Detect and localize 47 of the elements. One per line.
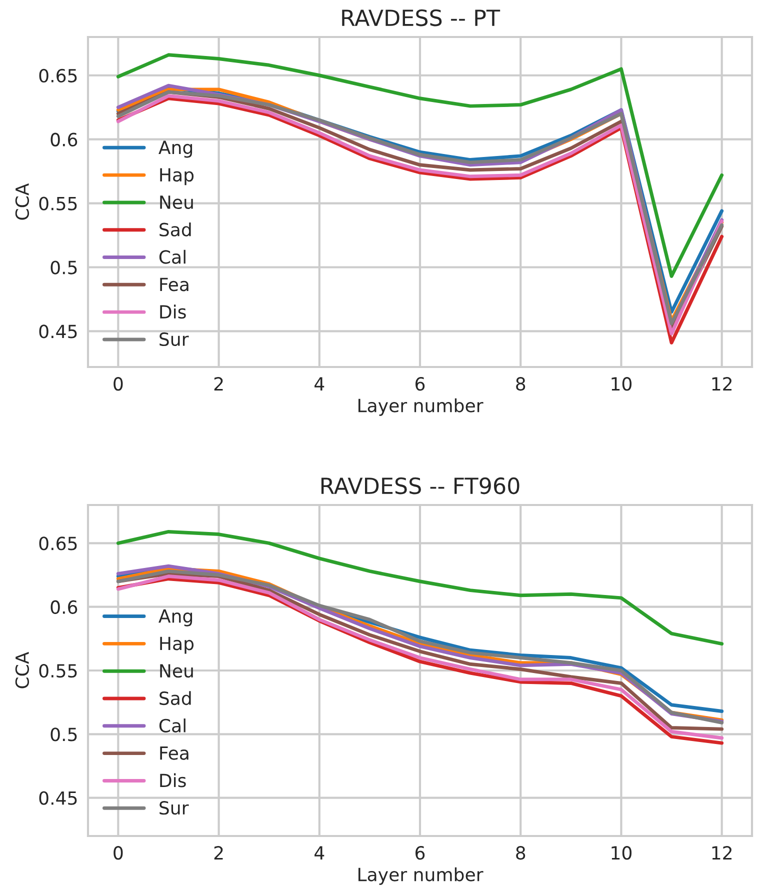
legend-label: Sur (160, 332, 189, 346)
y-tick-label: 0.55 (39, 196, 77, 210)
x-tick-label: 2 (214, 846, 223, 860)
y-tick-label: 0.55 (39, 664, 77, 678)
y-tick-label: 0.65 (39, 68, 77, 82)
legend-label: Hap (160, 168, 194, 186)
y-tick-label: 0.5 (50, 728, 77, 742)
x-tick-label: 12 (712, 846, 732, 860)
y-tick-label: 0.6 (50, 600, 78, 614)
x-tick-label: 0 (114, 377, 123, 391)
legend-label: Cal (159, 718, 186, 732)
legend-label: Neu (160, 196, 193, 210)
x-tick-label: 8 (516, 846, 526, 860)
legend-label: Sad (160, 691, 191, 706)
x-tick-label: 10 (612, 846, 632, 860)
x-tick-label: 8 (516, 377, 526, 391)
y-tick-label: 0.65 (39, 536, 77, 550)
x-axis-title: Layer number (358, 398, 484, 416)
y-axis-title: CCA (15, 183, 30, 220)
legend-label: Fea (160, 746, 188, 760)
legend-label: Neu (160, 664, 193, 678)
legend-label: Sad (160, 222, 191, 236)
chart-title: RAVDESS -- FT960 (321, 477, 520, 494)
x-tick-label: 0 (114, 846, 123, 860)
x-tick-label: 6 (416, 846, 425, 860)
y-axis-title: CCA (15, 652, 30, 688)
x-tick-label: 12 (712, 377, 732, 390)
legend-label: Dis (160, 773, 186, 788)
legend-label: Sur (160, 801, 189, 815)
chart-title: RAVDESS -- PT (342, 9, 500, 26)
y-tick-label: 0.5 (50, 260, 77, 274)
y-tick-label: 0.45 (39, 324, 77, 338)
x-tick-label: 6 (416, 377, 425, 391)
legend-label: Dis (160, 304, 186, 319)
y-tick-label: 0.45 (39, 791, 77, 805)
x-tick-label: 4 (314, 377, 324, 390)
x-tick-label: 2 (214, 377, 223, 390)
legend-label: Cal (159, 250, 186, 264)
x-tick-label: 10 (612, 377, 632, 391)
legend-label: Fea (160, 278, 188, 292)
x-tick-label: 4 (314, 846, 324, 860)
legend-label: Ang (158, 140, 192, 158)
line-series (116, 53, 724, 278)
x-axis-title: Layer number (358, 867, 484, 885)
legend-label: Hap (160, 636, 194, 654)
y-tick-label: 0.6 (50, 132, 78, 146)
legend-label: Ang (158, 609, 192, 626)
